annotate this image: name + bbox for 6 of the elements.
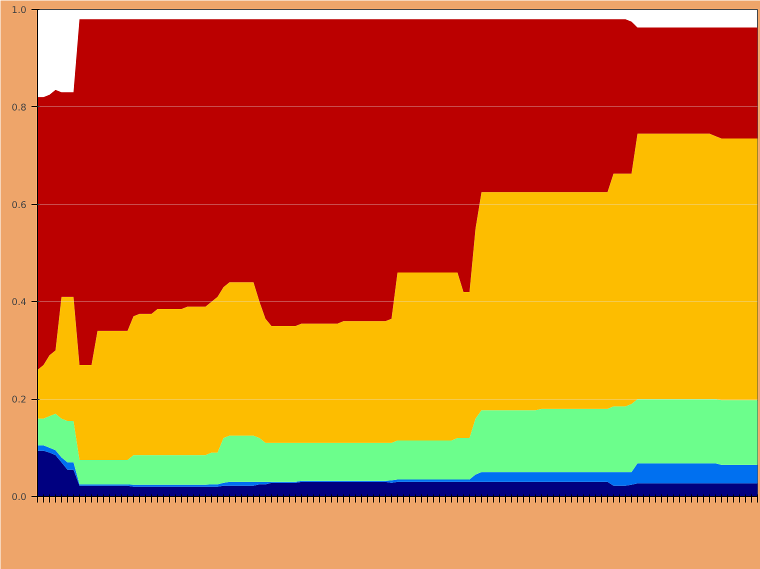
- y-tick-label: 0.4: [12, 297, 27, 308]
- y-tick-label: 0.8: [12, 102, 27, 114]
- y-tick-label: 0.2: [12, 394, 27, 406]
- y-tick-label: 1.0: [12, 5, 27, 16]
- y-tick-label: 0.0: [12, 492, 27, 503]
- y-tick-label: 0.6: [12, 200, 27, 211]
